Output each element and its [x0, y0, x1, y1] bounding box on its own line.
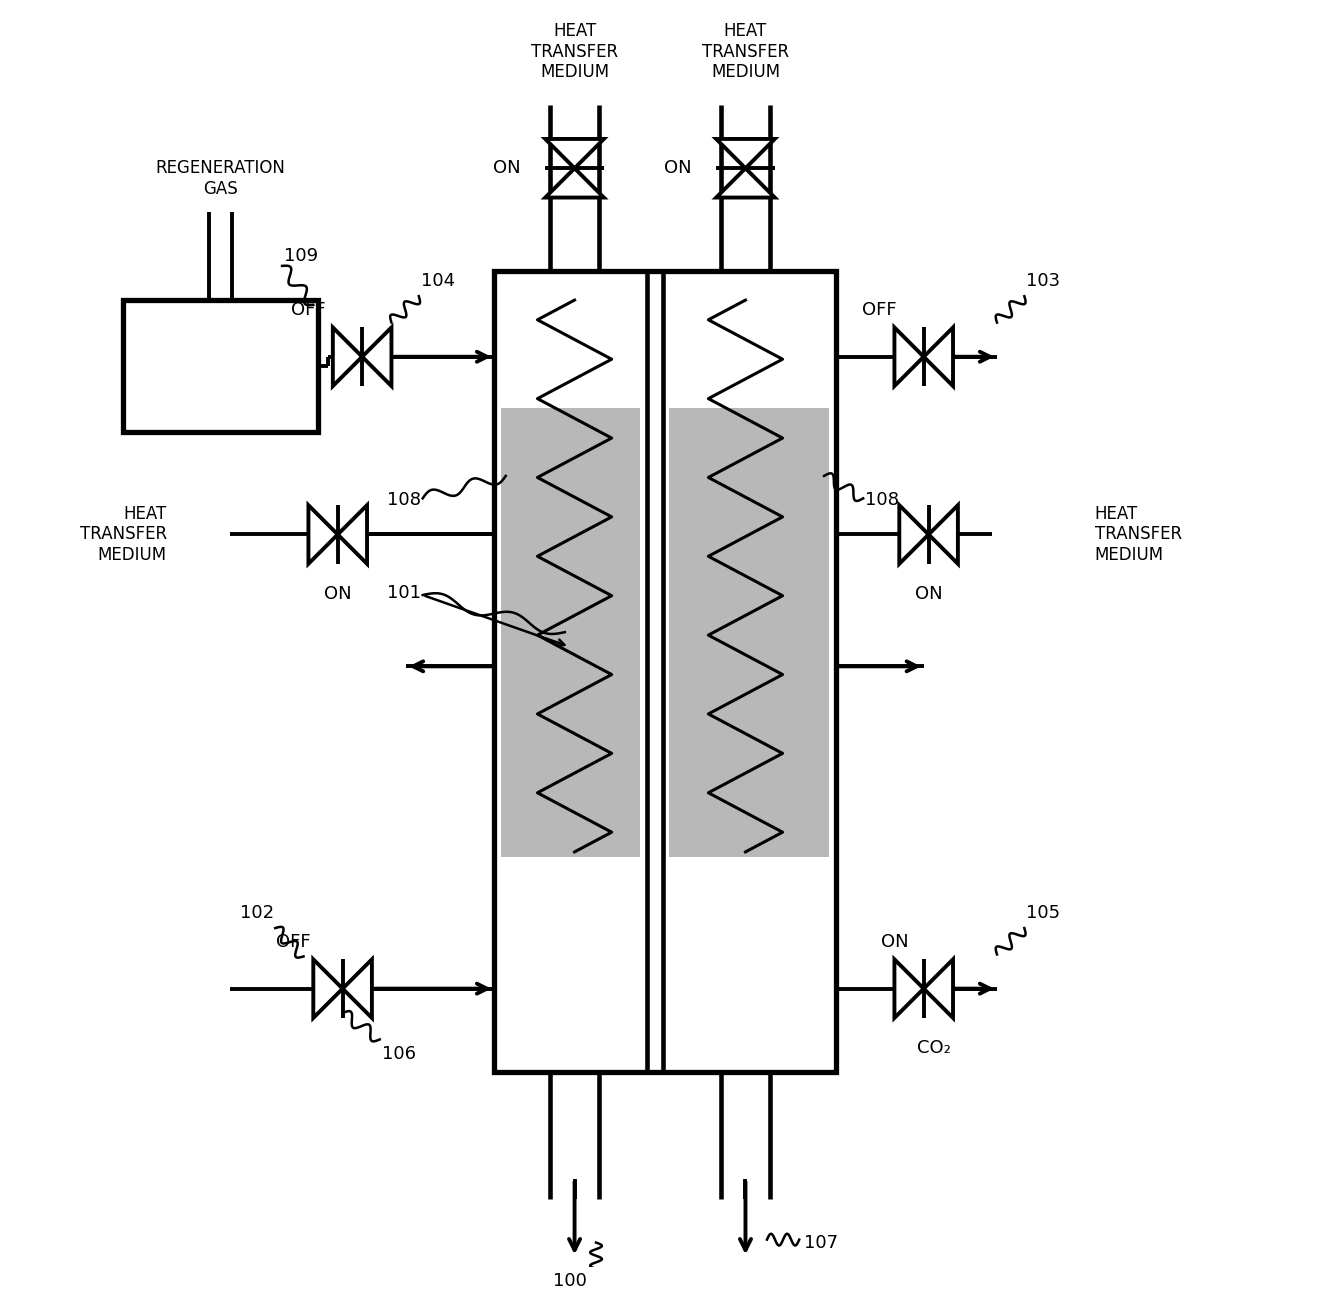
Text: REGENERATION
GAS: REGENERATION GAS	[156, 159, 286, 198]
Polygon shape	[924, 959, 953, 1018]
Text: HEAT
TRANSFER
MEDIUM: HEAT TRANSFER MEDIUM	[79, 504, 167, 564]
Bar	[494, 270, 836, 1072]
Polygon shape	[545, 168, 604, 198]
Text: 103: 103	[1026, 273, 1060, 291]
Polygon shape	[895, 327, 924, 387]
Polygon shape	[308, 506, 337, 564]
Text: 104: 104	[420, 273, 455, 291]
Text: ON: ON	[664, 159, 691, 177]
Text: 105: 105	[1026, 904, 1060, 922]
Text: ON: ON	[324, 586, 352, 604]
Text: ON: ON	[493, 159, 521, 177]
Polygon shape	[333, 327, 362, 387]
Text: OFF: OFF	[276, 932, 311, 950]
Text: 106: 106	[382, 1045, 415, 1063]
Polygon shape	[928, 506, 958, 564]
Text: 102: 102	[241, 904, 274, 922]
Text: CO₂: CO₂	[916, 1040, 951, 1058]
Text: HEAT
TRANSFER
MEDIUM: HEAT TRANSFER MEDIUM	[702, 22, 789, 81]
Polygon shape	[895, 959, 924, 1018]
Polygon shape	[342, 959, 371, 1018]
Polygon shape	[717, 138, 775, 168]
Polygon shape	[313, 959, 342, 1018]
Text: 101: 101	[387, 584, 420, 603]
Text: 108: 108	[387, 491, 420, 509]
Polygon shape	[337, 506, 368, 564]
Text: OFF: OFF	[291, 301, 325, 319]
Polygon shape	[717, 168, 775, 198]
Polygon shape	[924, 327, 953, 387]
Text: 109: 109	[284, 247, 319, 265]
Text: ON: ON	[880, 932, 908, 950]
Text: OFF: OFF	[862, 301, 898, 319]
Text: 100: 100	[553, 1272, 587, 1290]
Text: ON: ON	[915, 586, 943, 604]
Text: HEAT
TRANSFER
MEDIUM: HEAT TRANSFER MEDIUM	[1095, 504, 1182, 564]
Text: HEAT
TRANSFER
MEDIUM: HEAT TRANSFER MEDIUM	[531, 22, 619, 81]
Bar	[501, 407, 640, 857]
Text: 108: 108	[865, 491, 899, 509]
Polygon shape	[899, 506, 928, 564]
Bar	[123, 300, 319, 432]
Text: 107: 107	[804, 1234, 838, 1252]
Polygon shape	[545, 138, 604, 168]
Bar	[669, 407, 829, 857]
Polygon shape	[362, 327, 391, 387]
